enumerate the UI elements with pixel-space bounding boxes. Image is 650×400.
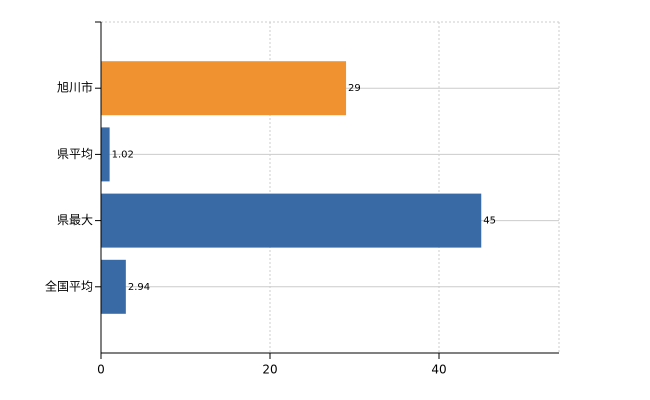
x-tick-label: 40: [431, 363, 446, 377]
x-tick-label: 20: [262, 363, 277, 377]
value-label: 29: [348, 83, 361, 94]
bar: [101, 127, 110, 182]
bar: [101, 259, 126, 314]
value-label: 2.94: [128, 282, 150, 293]
value-label: 1.02: [112, 149, 134, 160]
bar: [101, 61, 347, 116]
value-label: 45: [483, 216, 496, 227]
y-tick-label: 旭川市: [57, 80, 93, 95]
y-tick-label: 全国平均: [45, 278, 93, 293]
x-tick-label: 0: [97, 363, 105, 377]
y-tick-label: 県最大: [57, 213, 93, 227]
bar: [101, 193, 482, 248]
y-tick-label: 県平均: [57, 147, 93, 161]
